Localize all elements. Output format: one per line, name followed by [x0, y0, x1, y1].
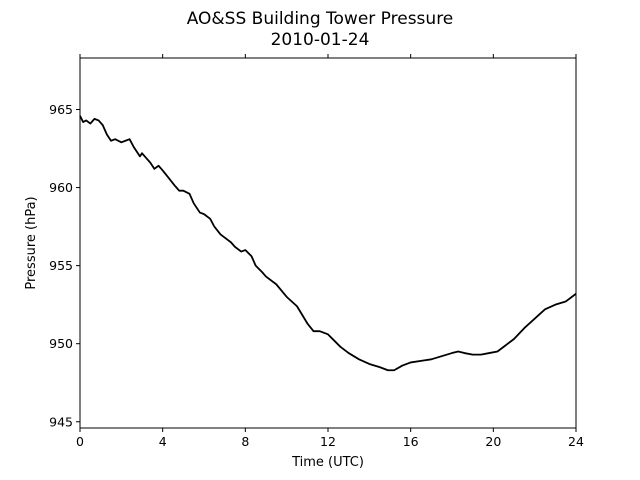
plot-area	[79, 57, 577, 429]
chart-subtitle: 2010-01-24	[271, 30, 370, 50]
y-tick-label: 965	[49, 102, 73, 117]
y-axis-ticks: 945 950 955 960 965	[49, 102, 80, 429]
x-tick-label: 4	[159, 434, 167, 449]
y-tick-label: 945	[49, 414, 73, 429]
x-tick-label: 8	[241, 434, 249, 449]
y-tick-label: 955	[49, 258, 73, 273]
y-axis-label: Pressure (hPa)	[24, 196, 39, 289]
chart-title: AO&SS Building Tower Pressure	[187, 9, 454, 29]
x-axis-ticks: 0 4 8 12 16 20 24	[76, 54, 584, 449]
x-tick-label: 0	[76, 434, 84, 449]
y-tick-label: 950	[49, 336, 73, 351]
x-tick-label: 12	[320, 434, 336, 449]
x-axis-label: Time (UTC)	[291, 455, 364, 470]
y-tick-label: 960	[49, 180, 73, 195]
x-tick-label: 20	[485, 434, 501, 449]
x-tick-label: 24	[568, 434, 584, 449]
pressure-line	[79, 115, 577, 372]
x-tick-label: 16	[403, 434, 419, 449]
